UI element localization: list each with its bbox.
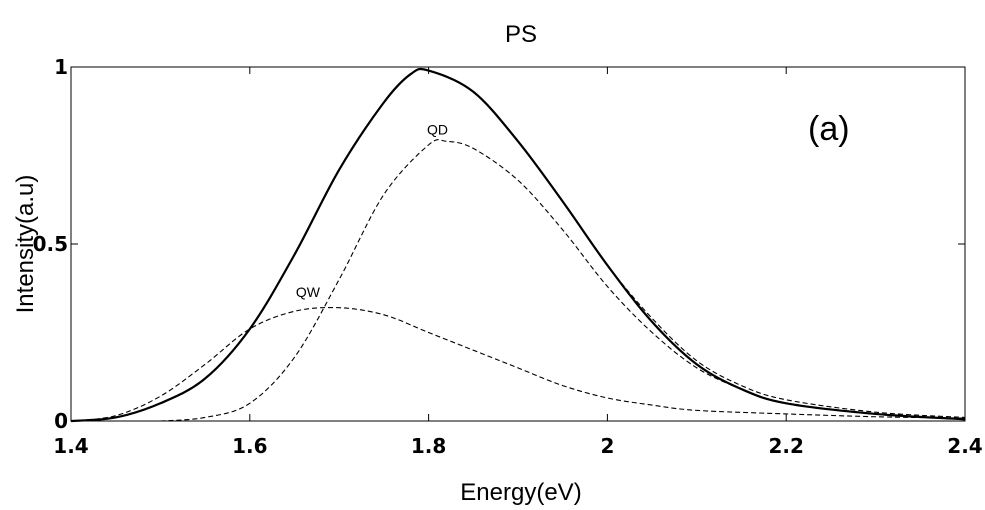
x-axis-label: Energy(eV) bbox=[460, 479, 581, 506]
series-line-dashed-1 bbox=[70, 68, 966, 422]
x-tick-label: 2.4 bbox=[947, 434, 982, 458]
x-tick-label: 1.4 bbox=[53, 434, 88, 458]
y-axis-label: Intensity(a.u) bbox=[12, 175, 39, 314]
y-tick-label: 0 bbox=[54, 409, 68, 433]
chart-title: PS bbox=[505, 21, 537, 48]
annotation-qw: QW bbox=[296, 284, 321, 300]
y-tick-label: 1 bbox=[54, 55, 68, 79]
annotation-qd: QD bbox=[427, 121, 448, 137]
series-line-dashed-2 bbox=[160, 139, 966, 422]
series-line-dashed-3 bbox=[70, 306, 966, 422]
x-tick-label: 1.6 bbox=[232, 434, 267, 458]
y-tick-label: 0.5 bbox=[33, 232, 68, 256]
x-tick-label: 1.8 bbox=[411, 434, 446, 458]
annotation-layer: QD QW bbox=[296, 121, 448, 300]
x-axis-ticks: 1.4 1.6 1.8 2 2.2 2.4 bbox=[53, 67, 983, 458]
series-layer bbox=[70, 67, 966, 423]
x-tick-label: 2 bbox=[600, 434, 614, 458]
panel-label: (a) bbox=[808, 110, 850, 148]
x-tick-label: 2.2 bbox=[768, 434, 803, 458]
y-axis-ticks: 00.51 bbox=[33, 55, 965, 433]
